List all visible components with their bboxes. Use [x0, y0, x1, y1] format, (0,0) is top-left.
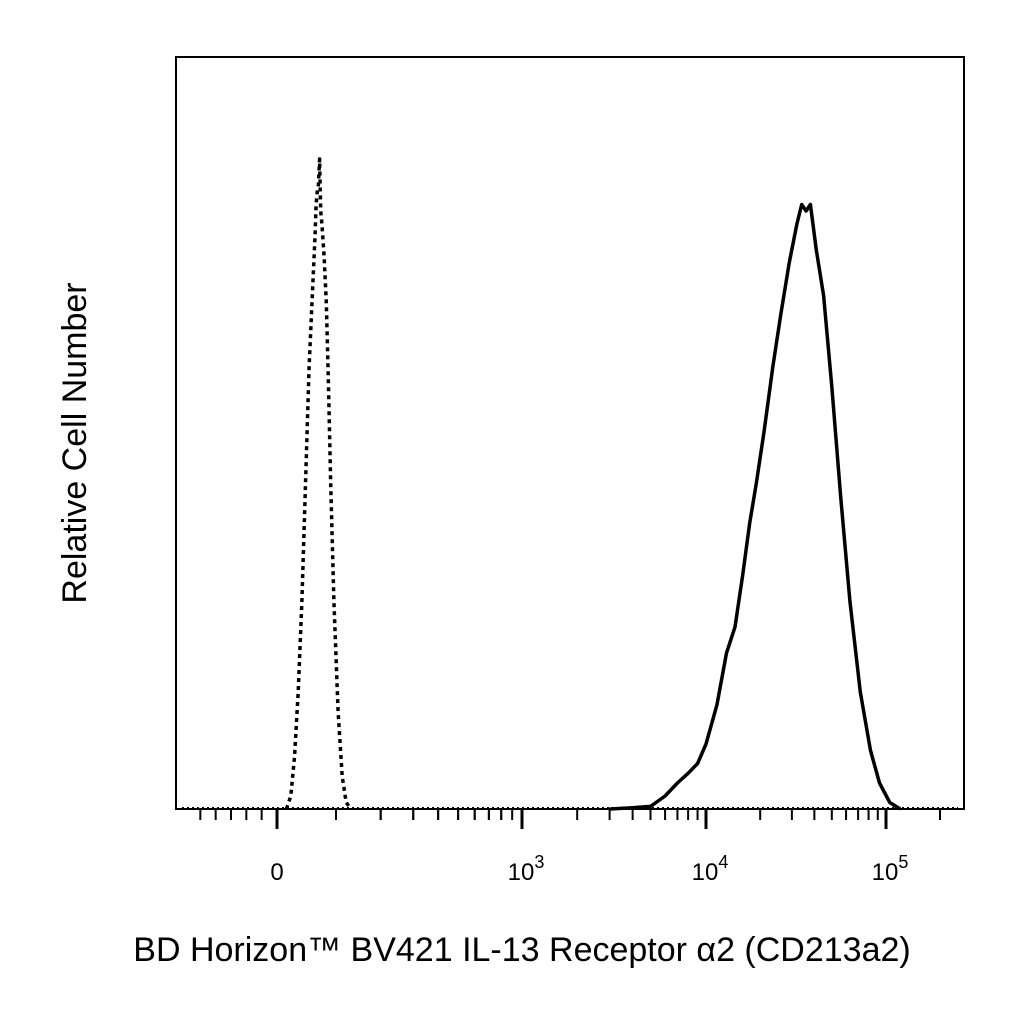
x-tick-label: 105: [872, 852, 909, 886]
x-minor-ticks: [199, 809, 941, 820]
x-axis-label: BD Horizon™ BV421 IL-13 Receptor α2 (CD2…: [133, 931, 910, 969]
x-tick-label: 0: [270, 859, 283, 886]
control-histogram-line: [284, 157, 353, 811]
x-major-ticks: [275, 809, 888, 829]
x-tick-label: 104: [692, 852, 729, 886]
y-axis-label: Relative Cell Number: [56, 282, 94, 603]
x-tick-labels: 0 103 104 105: [270, 852, 908, 886]
x-tick-label: 103: [508, 852, 545, 886]
series-layer: [182, 157, 958, 811]
stained-histogram-line: [609, 202, 902, 811]
plot-frame: [175, 56, 965, 810]
